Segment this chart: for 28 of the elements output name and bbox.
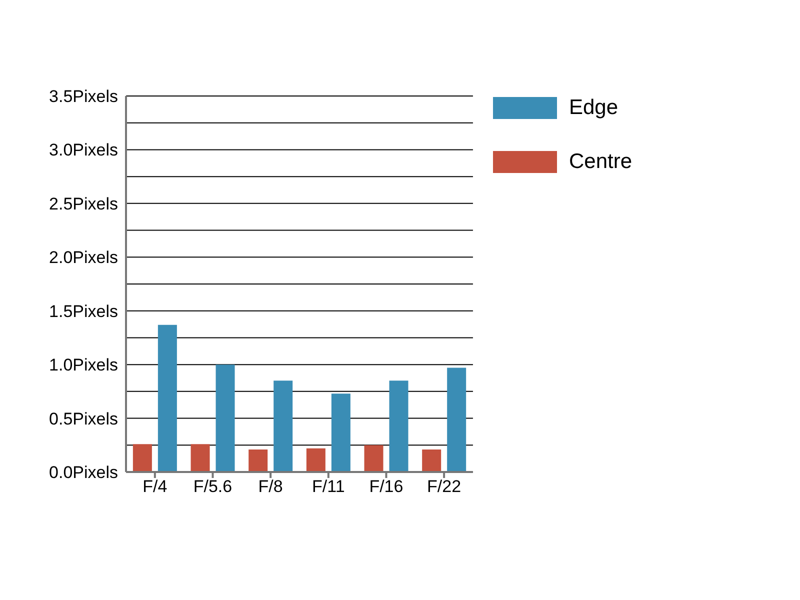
bar bbox=[274, 380, 293, 472]
x-tick-label: F/22 bbox=[427, 477, 462, 496]
legend-label: Edge bbox=[568, 96, 618, 120]
y-tick-label: 0.0Pixels bbox=[49, 463, 118, 482]
bar bbox=[158, 324, 177, 472]
legend-label: Centre bbox=[568, 150, 632, 174]
bar bbox=[306, 448, 326, 472]
y-tick-label: 3.0Pixels bbox=[49, 140, 118, 160]
bar bbox=[132, 444, 152, 472]
bar bbox=[422, 449, 442, 472]
y-tick-label: 0.5Pixels bbox=[49, 409, 118, 428]
bar bbox=[389, 380, 408, 472]
bar bbox=[190, 444, 210, 472]
x-tick-label: F/16 bbox=[369, 477, 404, 496]
bar bbox=[447, 368, 466, 472]
y-tick-label: 2.5Pixels bbox=[49, 194, 118, 214]
y-tick-label: 2.0Pixels bbox=[49, 248, 118, 268]
y-tick-label: 1.0Pixels bbox=[49, 356, 118, 375]
x-tick-label: F/8 bbox=[258, 477, 283, 496]
x-tick-label: F/4 bbox=[142, 477, 168, 496]
x-tick-label: F/5.6 bbox=[193, 477, 232, 496]
bar bbox=[248, 449, 268, 472]
bar bbox=[216, 364, 235, 472]
bar bbox=[331, 394, 350, 472]
y-tick-label: 3.5Pixels bbox=[49, 87, 118, 106]
x-tick-label: F/11 bbox=[312, 477, 345, 496]
y-tick-label: 1.5Pixels bbox=[49, 302, 118, 321]
bar bbox=[364, 445, 384, 472]
